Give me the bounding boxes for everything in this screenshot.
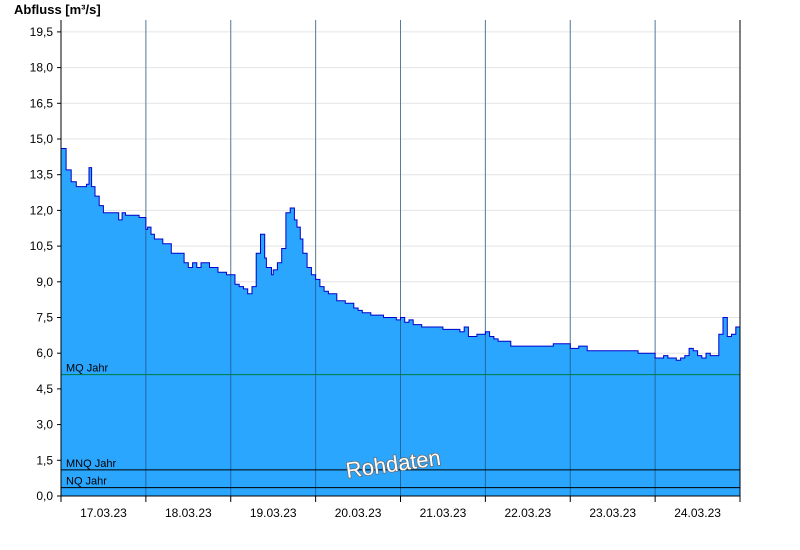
- reference-line-label: MQ Jahr: [66, 363, 109, 375]
- y-tick-label: 9,0: [36, 275, 53, 289]
- y-tick-label: 12,0: [30, 203, 54, 217]
- y-tick-label: 10,5: [30, 239, 54, 253]
- y-tick-label: 13,5: [30, 168, 54, 182]
- y-tick-label: 3,0: [36, 418, 53, 432]
- y-tick-label: 6,0: [36, 346, 53, 360]
- plot-frame: [57, 20, 741, 502]
- y-tick-label: 18,0: [30, 61, 54, 75]
- reference-line-label: NQ Jahr: [66, 476, 107, 488]
- x-tick-label: 23.03.23: [589, 506, 636, 520]
- y-tick-label: 19,5: [30, 25, 54, 39]
- discharge-area: [61, 20, 741, 496]
- y-tick-label: 1,5: [36, 453, 53, 467]
- discharge-line: [61, 148, 741, 361]
- y-axis-label: Abfluss [m³/s]: [14, 2, 101, 17]
- x-tick-label: 20.03.23: [335, 506, 382, 520]
- reference-lines: MQ Jahr MNQ Jahr NQ Jahr: [61, 363, 740, 489]
- y-tick-labels: 0,0 1,5 3,0 4,5 6,0 7,5 9,0 10,5 12,0 13,5 15,0 16,…: [30, 25, 54, 503]
- x-tick-labels: 17.03.23 18.03.23 19.03.23 20.03.23 21.03.23…: [80, 506, 721, 520]
- x-tick-label: 19.03.23: [250, 506, 297, 520]
- y-tick-label: 0,0: [36, 489, 53, 503]
- y-tick-label: 16,5: [30, 96, 54, 110]
- reference-line-label: MNQ Jahr: [66, 458, 116, 470]
- y-tick-label: 4,5: [36, 382, 53, 396]
- x-tick-label: 21.03.23: [420, 506, 467, 520]
- x-tick-label: 18.03.23: [165, 506, 212, 520]
- y-tick-label: 15,0: [30, 132, 54, 146]
- y-tick-label: 7,5: [36, 311, 53, 325]
- x-tick-label: 17.03.23: [80, 506, 127, 520]
- x-tick-label: 24.03.23: [674, 506, 721, 520]
- x-tick-label: 22.03.23: [504, 506, 551, 520]
